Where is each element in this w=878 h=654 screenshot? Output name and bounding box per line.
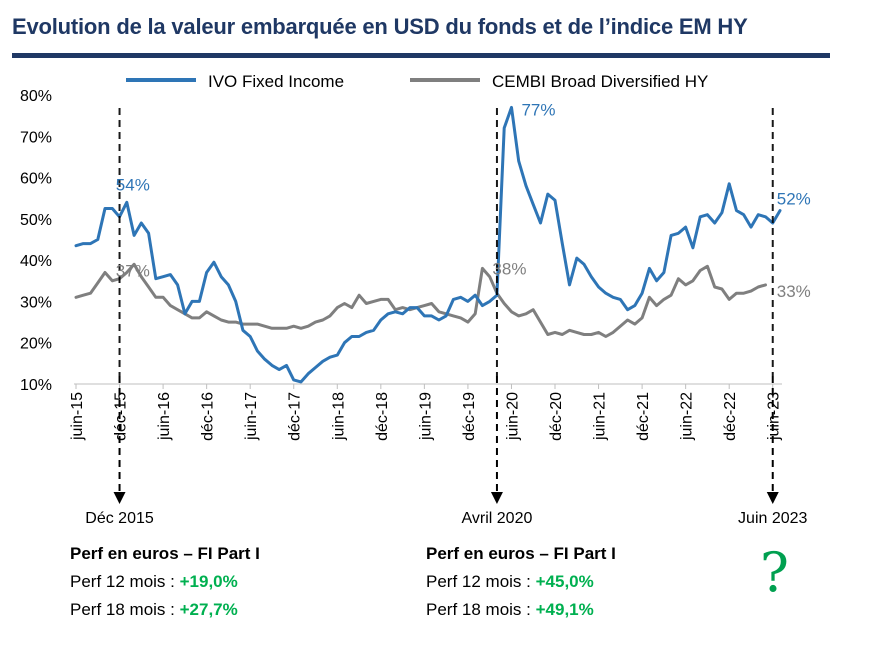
chart-legend: IVO Fixed Income CEMBI Broad Diversified … — [126, 72, 708, 91]
data-label: 37% — [116, 262, 150, 281]
perf-right-heading: Perf en euros – FI Part I — [426, 544, 616, 563]
marker-label: Juin 2023 — [738, 510, 807, 527]
perf-right-row-18m: Perf 18 mois : +49,1% — [426, 596, 616, 624]
perf-right-18m-label: Perf 18 mois : — [426, 600, 536, 619]
marker-arrowhead — [766, 492, 779, 504]
title-underline — [12, 53, 830, 58]
perf-left-12m-label: Perf 12 mois : — [70, 572, 180, 591]
x-tick-label: juin-15 — [69, 392, 86, 441]
data-label: 54% — [116, 175, 150, 194]
y-tick-label: 10% — [20, 377, 52, 394]
y-tick-label: 20% — [20, 336, 52, 353]
y-tick-label: 40% — [20, 253, 52, 270]
x-tick-label: juin-19 — [417, 392, 434, 441]
perf-block-right: Perf en euros – FI Part I Perf 12 mois :… — [426, 540, 616, 624]
y-tick-label: 60% — [20, 171, 52, 188]
perf-right-12m-label: Perf 12 mois : — [426, 572, 536, 591]
question-mark-icon: ? — [760, 541, 789, 604]
x-tick-label: déc-19 — [461, 392, 478, 441]
perf-left-row-12m: Perf 12 mois : +19,0% — [70, 568, 260, 596]
perf-block-left: Perf en euros – FI Part I Perf 12 mois :… — [70, 540, 260, 624]
perf-left-heading: Perf en euros – FI Part I — [70, 544, 260, 563]
data-label: 38% — [492, 259, 526, 278]
x-tick-label: déc-17 — [287, 392, 304, 441]
perf-left-row-18m: Perf 18 mois : +27,7% — [70, 596, 260, 624]
perf-right-18m-value: +49,1% — [535, 600, 594, 619]
x-tick-label: juin-23 — [766, 392, 783, 441]
perf-right-12m-value: +45,0% — [535, 572, 594, 591]
x-tick-label: déc-16 — [200, 392, 217, 441]
x-tick-label: juin-17 — [243, 392, 260, 441]
legend-label: CEMBI Broad Diversified HY — [492, 72, 708, 91]
legend-label: IVO Fixed Income — [208, 72, 344, 91]
data-label: 33% — [777, 282, 811, 301]
data-label: 77% — [521, 100, 555, 119]
marker-arrowhead — [490, 492, 503, 504]
data-label: 52% — [777, 190, 811, 209]
perf-left-18m-value: +27,7% — [179, 600, 238, 619]
y-tick-label: 50% — [20, 212, 52, 229]
x-tick-label: déc-15 — [113, 392, 130, 441]
y-tick-label: 80% — [20, 88, 52, 105]
marker-arrowhead — [113, 492, 126, 504]
series-line — [74, 262, 767, 338]
chart-markers: Déc 2015 Avril 2020 Juin 2023 — [85, 108, 808, 527]
chart-annotations: 54% 37% 77% 38% 52% 33% — [116, 100, 811, 301]
y-tick-label: 30% — [20, 294, 52, 311]
x-tick-label: juin-20 — [504, 392, 521, 441]
perf-left-18m-label: Perf 18 mois : — [70, 600, 180, 619]
x-tick-label: juin-21 — [592, 392, 609, 441]
x-tick-label: juin-16 — [156, 392, 173, 441]
x-tick-label: juin-18 — [330, 392, 347, 441]
perf-right-row-12m: Perf 12 mois : +45,0% — [426, 568, 616, 596]
chart-series — [74, 105, 782, 384]
marker-label: Déc 2015 — [85, 510, 154, 527]
x-tick-label: déc-18 — [374, 392, 391, 441]
x-tick-label: déc-21 — [635, 392, 652, 441]
series-line — [74, 105, 782, 384]
marker-label: Avril 2020 — [462, 510, 533, 527]
page-title: Evolution de la valeur embarquée en USD … — [12, 14, 748, 39]
x-tick-label: déc-20 — [548, 392, 565, 441]
perf-left-12m-value: +19,0% — [179, 572, 238, 591]
y-tick-label: 70% — [20, 129, 52, 146]
x-tick-label: juin-22 — [679, 392, 696, 441]
x-tick-label: déc-22 — [722, 392, 739, 441]
chart-axes: 80% 70% 60% 50% 40% 30% 20% 10% juin-15 déc-15 jui… — [20, 88, 783, 441]
